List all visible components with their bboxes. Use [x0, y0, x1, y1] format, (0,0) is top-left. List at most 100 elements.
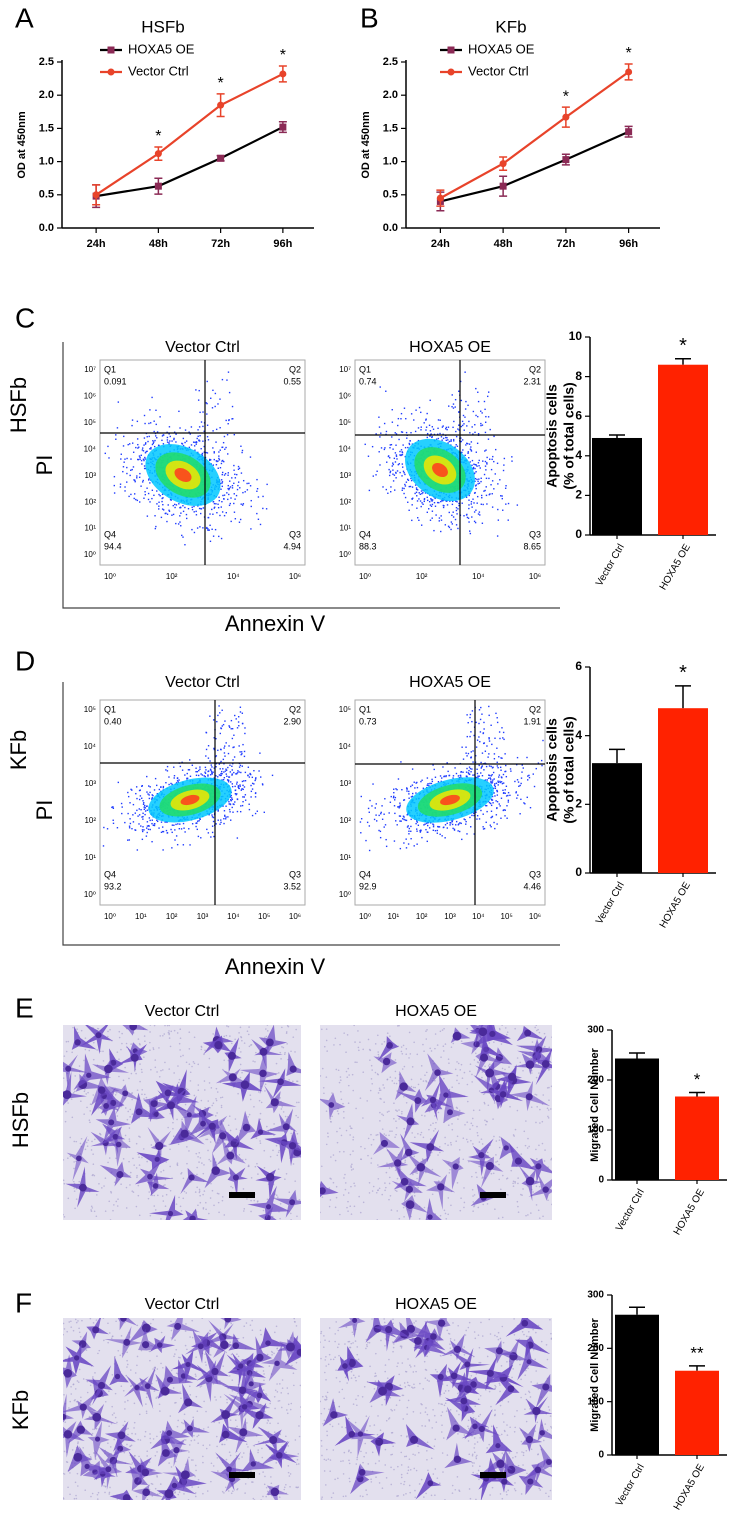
- event-dot: [487, 756, 489, 758]
- event-dot: [236, 837, 239, 839]
- event-dot: [168, 783, 170, 786]
- pore: [92, 1058, 95, 1061]
- event-dot: [126, 481, 128, 483]
- event-dot: [426, 824, 429, 827]
- event-dot: [156, 503, 158, 505]
- event-dot: [262, 495, 264, 498]
- pore: [168, 1037, 171, 1039]
- pore: [297, 1116, 299, 1119]
- event-dot: [437, 433, 439, 435]
- event-dot: [223, 514, 226, 517]
- event-dot: [440, 515, 442, 517]
- event-dot: [502, 782, 505, 784]
- event-dot: [495, 782, 498, 784]
- event-dot: [202, 440, 204, 442]
- event-dot: [228, 745, 230, 747]
- event-dot: [481, 713, 483, 715]
- event-dot: [221, 709, 223, 711]
- event-dot: [430, 505, 433, 507]
- event-dot: [136, 809, 138, 812]
- event-dot: [206, 436, 209, 438]
- pore: [530, 1106, 533, 1108]
- event-dot: [500, 769, 502, 771]
- event-dot: [113, 475, 116, 478]
- event-dot: [516, 756, 519, 759]
- nucleus: [65, 1065, 72, 1072]
- pore: [346, 1076, 349, 1078]
- pore: [390, 1209, 393, 1211]
- event-dot: [447, 439, 449, 441]
- event-dot: [135, 786, 138, 788]
- event-dot: [378, 829, 380, 832]
- event-dot: [429, 504, 432, 506]
- event-dot: [521, 764, 523, 766]
- event-dot: [228, 391, 231, 394]
- pore: [294, 1180, 297, 1182]
- event-dot: [519, 784, 521, 787]
- event-dot: [238, 725, 240, 727]
- event-dot: [480, 480, 482, 483]
- pore: [199, 1201, 202, 1204]
- event-dot: [128, 839, 131, 841]
- event-dot: [213, 748, 215, 751]
- event-dot: [155, 423, 157, 426]
- pore: [138, 1164, 141, 1166]
- nucleus: [180, 1129, 189, 1138]
- event-dot: [160, 821, 163, 823]
- nucleus: [228, 1073, 237, 1082]
- event-dot: [411, 519, 413, 522]
- event-dot: [491, 795, 494, 798]
- event-dot: [181, 761, 183, 764]
- event-dot: [391, 409, 393, 411]
- event-dot: [233, 502, 235, 505]
- event-dot: [199, 411, 201, 414]
- event-dot: [376, 820, 378, 822]
- event-dot: [215, 460, 218, 462]
- event-dot: [481, 412, 483, 414]
- event-dot: [415, 491, 418, 494]
- event-dot: [483, 473, 486, 476]
- bar: [675, 1096, 719, 1180]
- event-dot: [145, 835, 148, 837]
- pore: [298, 1101, 300, 1104]
- event-dot: [418, 498, 420, 500]
- pore: [243, 1208, 246, 1210]
- pore: [141, 1156, 143, 1159]
- event-dot: [204, 772, 207, 774]
- event-dot: [130, 493, 132, 496]
- pore: [396, 1190, 398, 1192]
- event-dot: [389, 444, 392, 446]
- event-dot: [221, 779, 223, 781]
- event-dot: [466, 755, 468, 757]
- event-dot: [469, 532, 472, 535]
- pore: [350, 1166, 353, 1169]
- event-dot: [505, 485, 507, 487]
- legend-label: Vector Ctrl: [128, 63, 189, 78]
- event-dot: [488, 774, 491, 777]
- event-dot: [383, 826, 385, 828]
- pore: [214, 1115, 217, 1117]
- event-dot: [435, 514, 437, 516]
- y-axis-label: (% of total cells): [561, 716, 577, 823]
- quadrant-name: Q1: [359, 364, 371, 374]
- event-dot: [119, 486, 122, 488]
- event-dot: [251, 814, 254, 817]
- event-dot: [234, 518, 237, 520]
- event-dot: [484, 489, 486, 492]
- event-dot: [491, 782, 493, 784]
- event-dot: [222, 768, 224, 770]
- nucleus: [164, 1089, 172, 1097]
- y-axis-label: OD at 450nm: [360, 111, 372, 178]
- stained-cell: [149, 1194, 184, 1220]
- event-dot: [147, 793, 149, 795]
- event-dot: [368, 825, 371, 827]
- event-dot: [242, 491, 244, 494]
- event-dot: [249, 456, 252, 458]
- y-tick-label: 10²: [339, 497, 351, 506]
- event-dot: [520, 777, 523, 779]
- event-dot: [143, 806, 145, 808]
- event-dot: [473, 502, 475, 504]
- event-dot: [141, 481, 144, 483]
- pore: [253, 1199, 256, 1202]
- event-dot: [249, 772, 251, 775]
